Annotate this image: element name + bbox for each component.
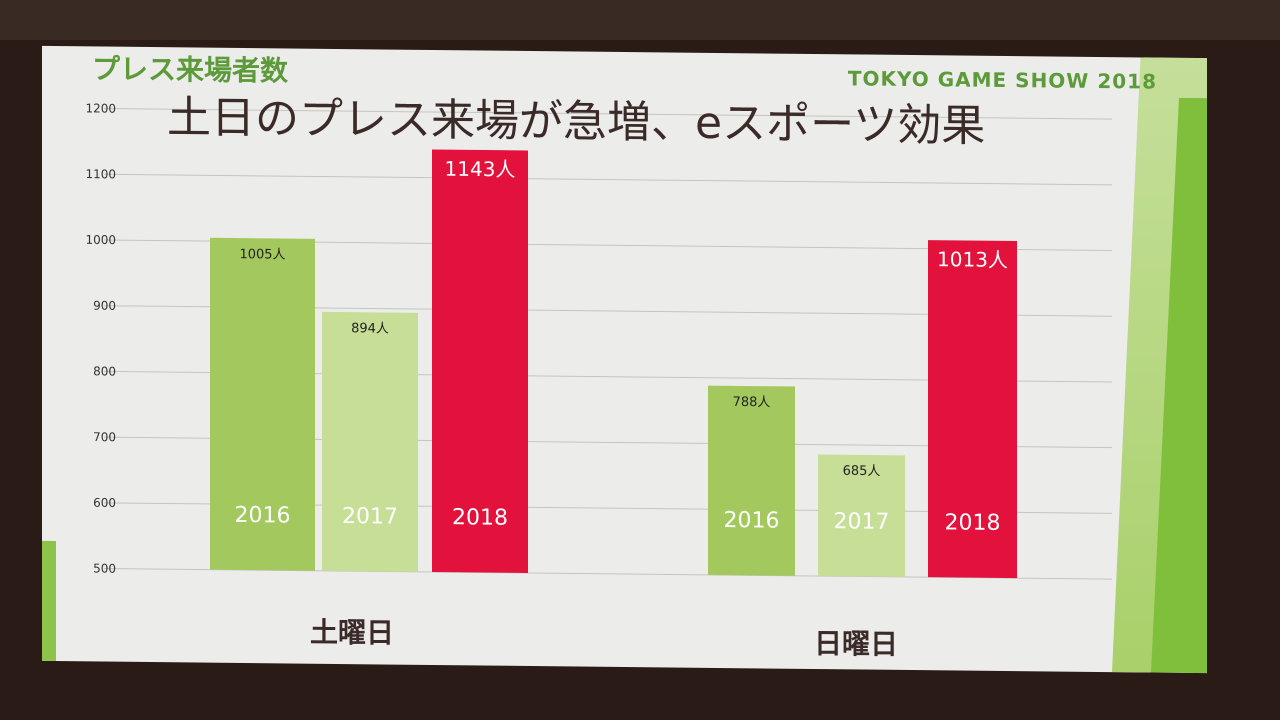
group-label-saturday: 土曜日 — [310, 615, 395, 650]
bar-2016 — [708, 385, 795, 576]
y-tick-label: 700 — [93, 430, 116, 444]
bar-year-label: 2016 — [724, 508, 780, 534]
y-tick-label: 1100 — [85, 167, 116, 181]
presentation-slide: 500 600 700 800 900 1000 1100 1200 1005人 2016 894人… — [42, 45, 1207, 674]
bar-year-label: 2016 — [235, 503, 291, 529]
bar-year-label: 2017 — [834, 509, 890, 535]
data-label: 1143人 — [445, 157, 516, 182]
y-tick-label: 800 — [93, 364, 116, 378]
data-label: 685人 — [843, 464, 881, 479]
group-label-sunday: 日曜日 — [814, 626, 899, 661]
bar-2017 — [818, 454, 905, 577]
bar-2016 — [210, 237, 315, 571]
y-tick-label: 600 — [93, 496, 116, 510]
y-tick-label: 1200 — [85, 101, 116, 115]
bar-year-label: 2017 — [342, 504, 398, 530]
projector-screen-edge — [0, 0, 1280, 40]
data-label: 1005人 — [239, 247, 285, 262]
data-label: 788人 — [733, 395, 771, 410]
event-logo: TOKYO GAME SHOW 2018 — [847, 66, 1157, 94]
headline: 土日のプレス来場が急増、eスポーツ効果 — [167, 92, 986, 152]
y-tick-label: 1000 — [85, 233, 116, 247]
bar-chart: 500 600 700 800 900 1000 1100 1200 1005人 2016 894人… — [85, 101, 1112, 580]
gridline — [104, 108, 1112, 120]
bar-2018 — [928, 240, 1017, 579]
bar-2018 — [432, 149, 528, 573]
data-label: 894人 — [351, 321, 389, 336]
bar-year-label: 2018 — [945, 510, 1001, 536]
gridline — [104, 173, 1112, 186]
section-title: プレス来場者数 — [92, 52, 289, 88]
y-tick-label: 500 — [93, 561, 116, 575]
y-tick-label: 900 — [93, 299, 116, 313]
bar-year-label: 2018 — [452, 505, 508, 531]
data-label: 1013人 — [937, 247, 1008, 272]
bar-2017 — [322, 311, 418, 572]
